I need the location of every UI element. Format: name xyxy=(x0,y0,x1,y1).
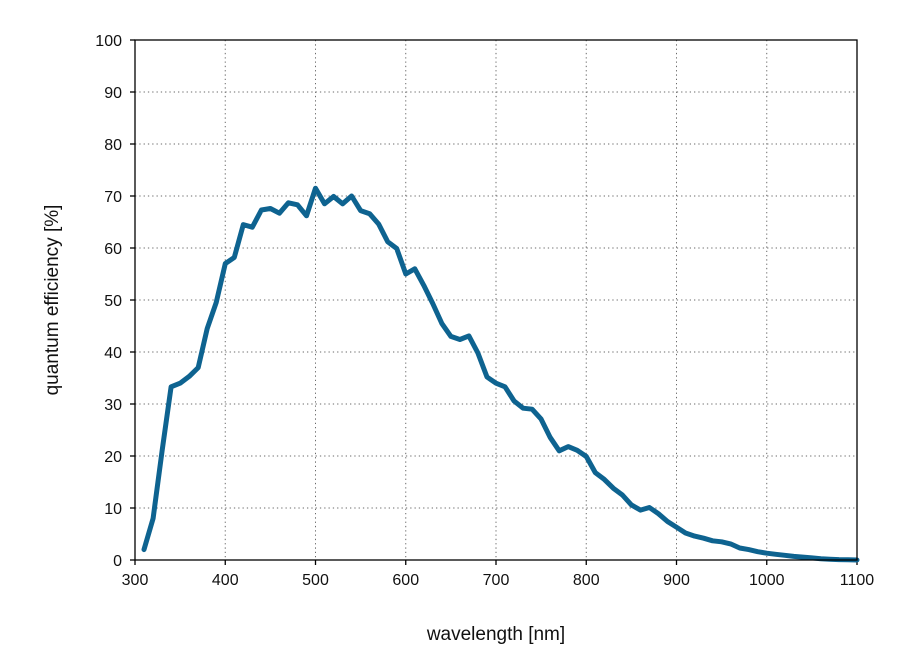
y-tick-label: 30 xyxy=(104,397,122,414)
y-tick-label: 70 xyxy=(104,189,122,206)
x-tick-label: 700 xyxy=(483,572,510,589)
series-layer xyxy=(141,185,860,563)
plot-frame xyxy=(134,39,858,561)
y-tick-label: 10 xyxy=(104,501,122,518)
axis-ticks: 300 400 500 600 700 800 900 1000 1100 0 10 20 30 40 50… xyxy=(95,33,874,589)
x-axis-title: wavelength [nm] xyxy=(426,624,565,645)
x-tick-label: 1100 xyxy=(840,572,875,589)
grid xyxy=(135,40,857,560)
y-tick-label: 60 xyxy=(104,241,122,258)
y-tick-label: 0 xyxy=(113,553,122,570)
x-tick-label: 900 xyxy=(663,572,690,589)
x-tick-label: 800 xyxy=(573,572,600,589)
y-tick-label: 90 xyxy=(104,85,122,102)
x-tick-label: 600 xyxy=(392,572,419,589)
y-tick-label: 80 xyxy=(104,137,122,154)
x-tick-label: 300 xyxy=(122,572,149,589)
y-tick-label: 50 xyxy=(104,293,122,310)
x-tick-label: 400 xyxy=(212,572,239,589)
y-tick-label: 40 xyxy=(104,345,122,362)
y-tick-label: 20 xyxy=(104,449,122,466)
x-tick-label: 1000 xyxy=(749,572,785,589)
y-axis-title: quantum efficiency [%] xyxy=(42,205,63,396)
qe-series-line xyxy=(141,185,860,563)
x-tick-label: 500 xyxy=(302,572,329,589)
y-tick-label: 100 xyxy=(95,33,122,50)
